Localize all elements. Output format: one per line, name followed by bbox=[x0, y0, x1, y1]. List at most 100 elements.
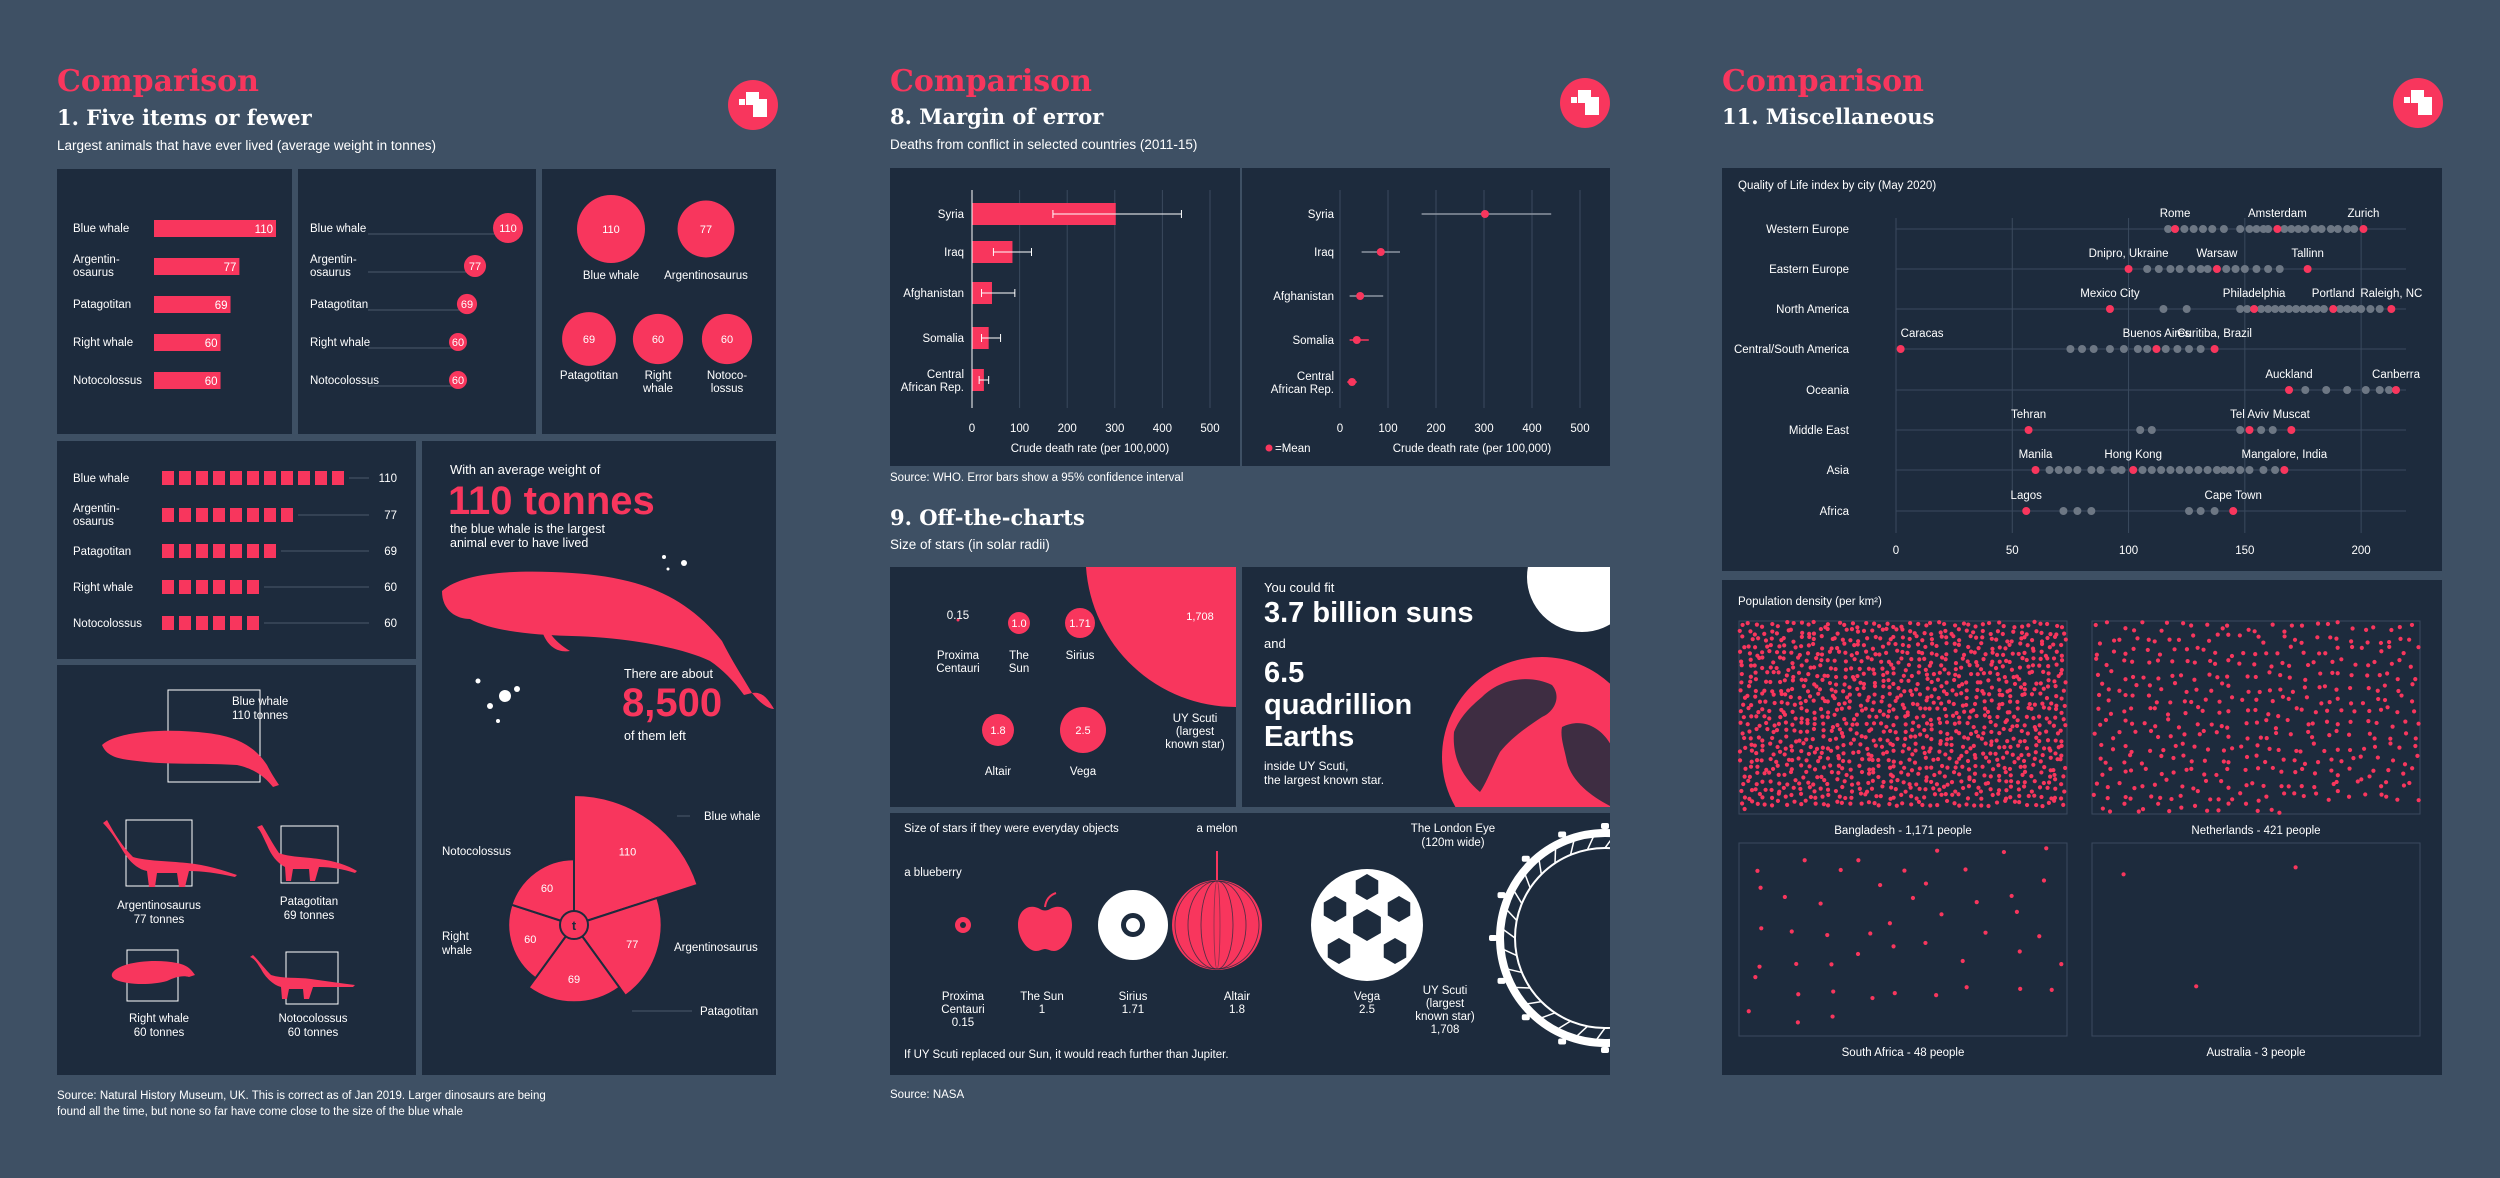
person-dot bbox=[1997, 659, 2002, 664]
person-dot bbox=[1740, 731, 1745, 736]
person-dot bbox=[1979, 736, 1984, 741]
person-dot bbox=[1969, 649, 1974, 654]
person-dot bbox=[1922, 727, 1927, 733]
person-dot bbox=[1881, 712, 1886, 717]
person-dot bbox=[1961, 621, 1967, 626]
person-dot bbox=[1807, 785, 1812, 790]
london-eye-capsule-icon bbox=[1497, 977, 1506, 984]
person-dot bbox=[1923, 667, 1928, 672]
person-dot bbox=[2055, 757, 2060, 762]
person-dot bbox=[1797, 781, 1802, 786]
pictogram-unit bbox=[230, 616, 242, 630]
person-dot bbox=[1797, 738, 1802, 743]
person-dot bbox=[2379, 792, 2384, 797]
x-tick-label: 200 bbox=[1058, 423, 1077, 435]
bar-category-label: Patagotitan bbox=[73, 299, 131, 311]
person-dot bbox=[2403, 731, 2409, 736]
person-dot bbox=[2024, 657, 2029, 663]
circle-value-label: 110 bbox=[602, 224, 620, 236]
person-dot bbox=[1956, 792, 1961, 797]
person-dot bbox=[2413, 743, 2418, 749]
city-dot bbox=[2182, 305, 2191, 313]
person-dot bbox=[1925, 676, 1930, 682]
person-dot bbox=[1972, 771, 1978, 776]
pictogram-value-label: 60 bbox=[384, 582, 397, 594]
city-dot bbox=[2117, 466, 2126, 474]
person-dot bbox=[1843, 659, 1848, 664]
person-dot bbox=[1961, 652, 1967, 657]
person-dot bbox=[1774, 650, 1780, 655]
person-dot bbox=[1981, 671, 1986, 676]
person-dot bbox=[1881, 678, 1886, 684]
s1-bar-panel: Blue whale 110 Argentin-osaurus 77 Patagotit… bbox=[57, 169, 292, 434]
person-dot bbox=[2012, 759, 2017, 765]
person-dot bbox=[2385, 671, 2390, 676]
s1-radial-panel: 110 Blue whale 77 Argentinosaurus 69 Patagoti… bbox=[422, 765, 776, 1075]
person-dot bbox=[2133, 729, 2138, 734]
city-dot bbox=[2059, 507, 2068, 515]
person-dot bbox=[1975, 672, 1980, 677]
region-label: Central/South America bbox=[1734, 344, 1850, 356]
person-dot bbox=[1741, 781, 1746, 787]
person-dot bbox=[1755, 868, 1760, 873]
person-dot bbox=[1855, 629, 1861, 634]
person-dot bbox=[1807, 631, 1812, 636]
city-dot bbox=[2264, 265, 2273, 273]
person-dot bbox=[2134, 682, 2139, 688]
person-dot bbox=[1988, 670, 1993, 675]
person-dot bbox=[2335, 747, 2340, 752]
city-dot bbox=[2087, 507, 2096, 515]
person-dot bbox=[1802, 858, 1807, 863]
person-dot bbox=[1979, 803, 1984, 808]
person-dot bbox=[1832, 636, 1837, 641]
person-dot bbox=[1910, 727, 1915, 732]
person-dot bbox=[2037, 663, 2042, 668]
person-dot bbox=[1775, 744, 1780, 750]
circle-value-label: 60 bbox=[652, 334, 664, 346]
person-dot bbox=[2121, 872, 2126, 877]
person-dot bbox=[1893, 641, 1898, 647]
person-dot bbox=[1737, 758, 1743, 763]
radial-category-label: Patagotitan bbox=[700, 1006, 758, 1018]
person-dot bbox=[1895, 736, 1900, 741]
person-dot bbox=[2059, 625, 2065, 630]
person-dot bbox=[1922, 630, 1927, 636]
s1-subtitle: Largest animals that have ever lived (av… bbox=[57, 138, 436, 153]
person-dot bbox=[2159, 687, 2164, 692]
person-dot bbox=[1804, 658, 1809, 663]
person-dot bbox=[1858, 703, 1864, 708]
person-dot bbox=[1812, 721, 1817, 727]
person-dot bbox=[1811, 698, 1816, 703]
person-dot bbox=[2361, 746, 2367, 751]
person-dot bbox=[1965, 796, 1971, 801]
person-dot bbox=[1782, 772, 1787, 777]
person-dot bbox=[2310, 721, 2315, 726]
london-eye-capsule-icon bbox=[1601, 823, 1609, 829]
person-dot bbox=[2008, 779, 2014, 784]
person-dot bbox=[2053, 715, 2058, 720]
person-dot bbox=[2031, 648, 2036, 653]
person-dot bbox=[1832, 658, 1837, 663]
person-dot bbox=[1974, 729, 1979, 734]
person-dot bbox=[2048, 631, 2053, 637]
person-dot bbox=[2215, 632, 2220, 637]
person-dot bbox=[2273, 730, 2279, 736]
person-dot bbox=[2410, 682, 2415, 687]
city-dot bbox=[2208, 225, 2217, 233]
person-dot bbox=[2123, 743, 2128, 749]
person-dot bbox=[1750, 799, 1755, 804]
person-dot bbox=[1813, 801, 1818, 806]
person-dot bbox=[1749, 714, 1754, 719]
person-dot bbox=[1899, 656, 1904, 661]
person-dot bbox=[2130, 693, 2135, 698]
star-circle bbox=[956, 618, 960, 622]
person-dot bbox=[1844, 721, 1849, 726]
london-eye-truss-icon bbox=[1511, 887, 1523, 904]
person-dot bbox=[2046, 671, 2051, 676]
person-dot bbox=[2017, 677, 2022, 682]
callout-big: 110 tonnes bbox=[448, 479, 655, 523]
person-dot bbox=[2209, 688, 2214, 693]
person-dot bbox=[1899, 792, 1904, 797]
person-dot bbox=[1850, 722, 1855, 727]
person-dot bbox=[1821, 721, 1826, 726]
